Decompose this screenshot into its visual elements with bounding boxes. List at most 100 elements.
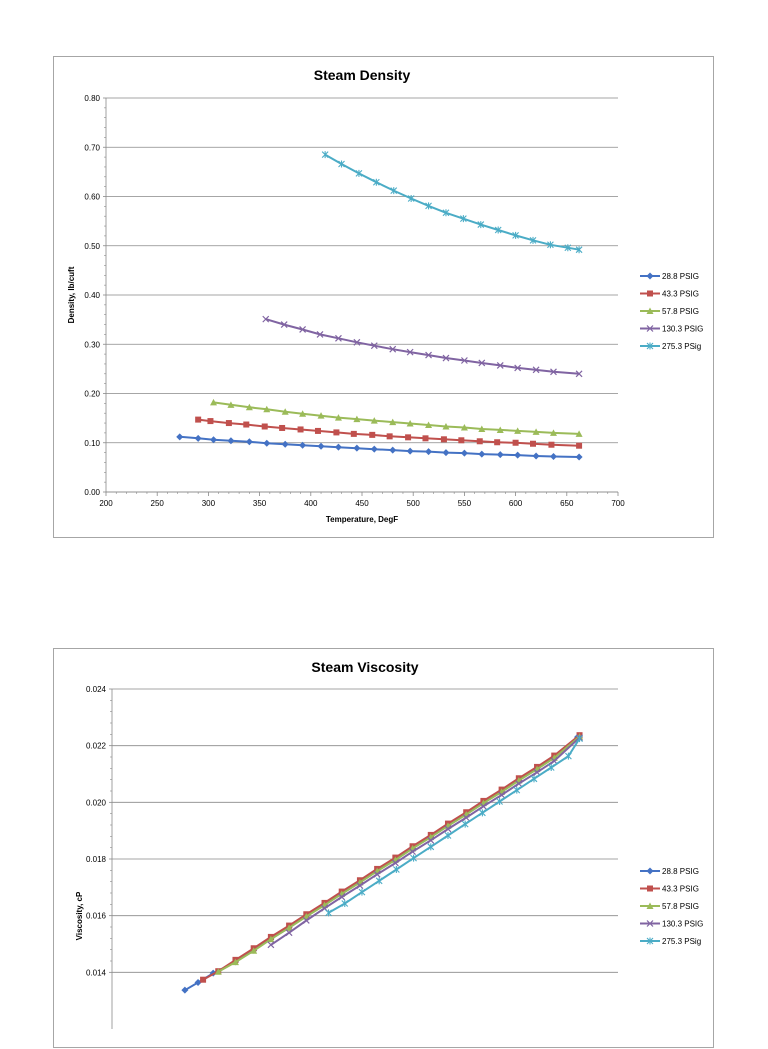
data-point xyxy=(227,401,235,408)
data-point xyxy=(200,976,207,983)
series-line-4 xyxy=(270,736,581,946)
data-point xyxy=(477,221,485,229)
data-point xyxy=(576,735,583,743)
data-point xyxy=(389,345,397,353)
data-point xyxy=(299,326,307,333)
data-point xyxy=(514,364,522,372)
data-point xyxy=(389,446,397,454)
data-point xyxy=(498,791,506,799)
data-point xyxy=(261,423,268,430)
x-tick-label: 600 xyxy=(509,499,523,508)
legend-label: 28.8 PSIG xyxy=(662,867,699,876)
data-point xyxy=(181,986,189,994)
data-point xyxy=(245,438,253,446)
data-point xyxy=(353,338,361,346)
data-point xyxy=(512,439,519,446)
data-point xyxy=(341,899,349,907)
data-point xyxy=(549,453,557,461)
chart-title: Steam Viscosity xyxy=(311,659,418,675)
data-point xyxy=(321,151,329,159)
data-point xyxy=(333,429,340,436)
data-point xyxy=(406,348,414,356)
data-point xyxy=(425,421,433,429)
data-point xyxy=(422,435,429,442)
data-point xyxy=(370,417,378,424)
data-point xyxy=(369,431,376,438)
data-point xyxy=(314,427,321,434)
y-tick-label: 0.014 xyxy=(86,968,107,977)
data-point xyxy=(356,882,364,890)
data-point xyxy=(458,437,465,444)
data-point xyxy=(564,244,572,252)
legend-marker xyxy=(646,272,654,280)
data-point xyxy=(279,424,286,431)
data-point xyxy=(494,439,501,446)
data-point xyxy=(565,752,572,760)
y-tick-label: 0.018 xyxy=(86,855,107,864)
data-point xyxy=(325,909,332,917)
data-point xyxy=(335,334,342,342)
data-point xyxy=(214,968,222,975)
data-point xyxy=(281,440,289,448)
density-chart: Steam Density 0.00 0.10 0.20 0.30 0.40 0.50 0.6… xyxy=(53,56,714,538)
y-tick-label: 0.40 xyxy=(84,291,100,300)
legend-label: 130.3 PSIG xyxy=(662,920,703,929)
data-point xyxy=(427,836,435,844)
data-point xyxy=(302,917,310,924)
density-chart-svg: Steam Density 0.00 0.10 0.20 0.30 0.40 0.50 0.6… xyxy=(67,67,703,524)
x-tick-label: 700 xyxy=(611,499,625,508)
x-tick-label: 500 xyxy=(407,499,421,508)
data-point xyxy=(210,398,218,406)
legend-label: 130.3 PSIG xyxy=(662,325,703,334)
data-point xyxy=(406,447,414,455)
data-point xyxy=(299,410,307,417)
data-point xyxy=(442,209,450,217)
legend-marker xyxy=(646,937,654,945)
data-point xyxy=(427,843,435,851)
data-point xyxy=(529,236,537,244)
y-tick-label: 0.024 xyxy=(86,685,107,694)
data-point xyxy=(547,763,555,771)
data-point xyxy=(389,418,397,426)
data-point xyxy=(263,439,271,447)
data-point xyxy=(262,315,270,323)
data-point xyxy=(575,430,583,437)
data-point xyxy=(440,436,447,443)
data-point xyxy=(496,426,504,433)
y-tick-label: 0.020 xyxy=(86,798,107,807)
data-point xyxy=(358,888,366,896)
data-point xyxy=(281,408,289,415)
data-point xyxy=(353,415,361,423)
data-point xyxy=(494,226,502,234)
data-point xyxy=(442,449,450,457)
x-tick-label: 450 xyxy=(355,499,369,508)
chart-title: Steam Density xyxy=(314,67,411,83)
data-point xyxy=(407,194,415,202)
y-axis-title: Density, lb/cuft xyxy=(67,266,76,323)
series-line-2 xyxy=(198,418,580,447)
data-point xyxy=(444,831,452,839)
x-tick-label: 550 xyxy=(458,499,472,508)
data-point xyxy=(267,941,275,949)
data-point xyxy=(532,452,540,460)
data-point xyxy=(575,370,583,378)
data-point xyxy=(547,241,554,249)
data-point xyxy=(460,423,468,431)
data-point xyxy=(442,422,450,430)
data-point xyxy=(210,436,218,444)
data-point xyxy=(391,859,399,867)
data-point xyxy=(548,441,555,448)
data-point xyxy=(444,825,452,833)
data-point xyxy=(225,420,232,427)
data-point xyxy=(263,405,271,413)
data-point xyxy=(280,321,288,328)
data-point xyxy=(299,441,307,449)
data-point xyxy=(476,438,483,445)
data-point xyxy=(317,412,325,419)
data-point xyxy=(207,418,214,425)
data-point xyxy=(550,368,557,376)
data-point xyxy=(515,780,523,788)
x-tick-label: 400 xyxy=(304,499,318,508)
data-point xyxy=(334,443,342,451)
data-point xyxy=(549,429,557,436)
